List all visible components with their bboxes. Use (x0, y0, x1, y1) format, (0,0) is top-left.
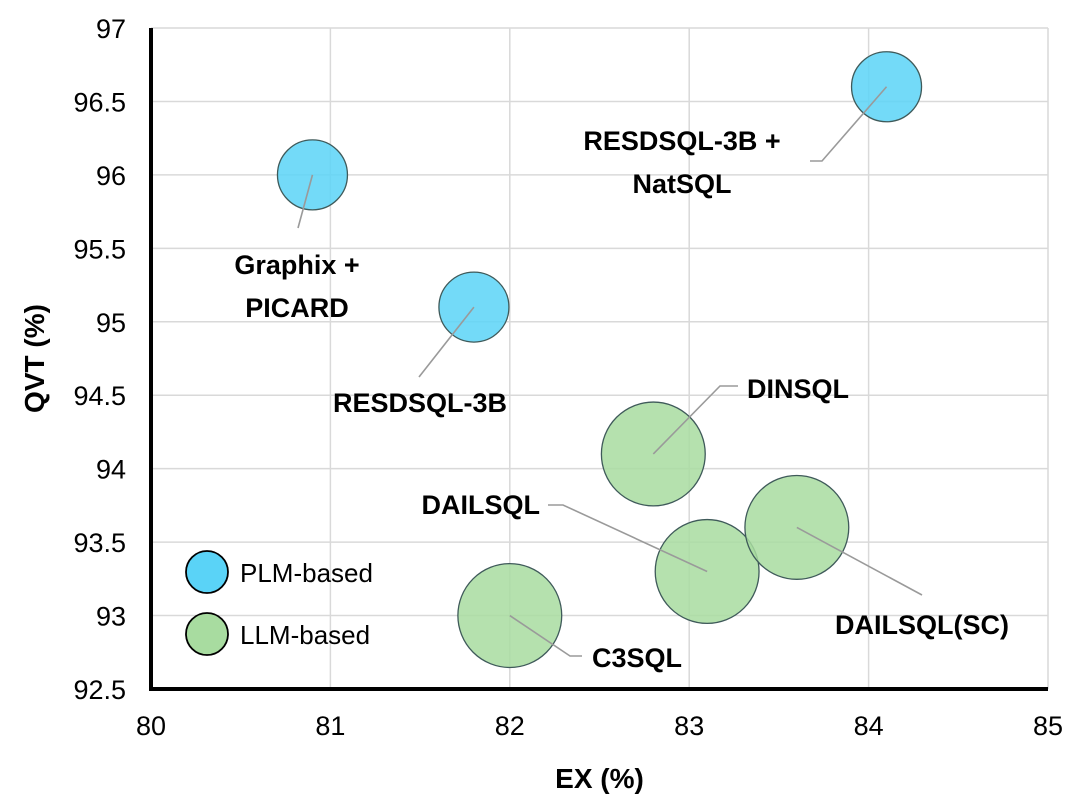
leader-line (297, 174, 314, 229)
x-tick-label: 82 (495, 711, 525, 741)
y-axis-title: QVT (%) (19, 304, 50, 413)
bubble-layer (276, 51, 923, 669)
point-label: C3SQL (592, 643, 682, 673)
legend-label: PLM-based (240, 558, 373, 588)
y-tick-label: 96 (96, 161, 126, 191)
point-label: RESDSQL-3B (333, 388, 507, 418)
y-tick-label: 92.5 (73, 675, 126, 705)
grid-lines (150, 27, 1049, 690)
x-tick-label: 85 (1033, 711, 1063, 741)
legend: PLM-based LLM-based (185, 550, 373, 656)
x-axis-title: EX (%) (555, 763, 644, 794)
y-tick-label: 96.5 (73, 87, 126, 117)
y-tick-label: 95.5 (73, 234, 126, 264)
axes (149, 28, 1048, 691)
y-tick-label: 95 (96, 308, 126, 338)
point-label: Graphix + (234, 250, 359, 280)
y-tick-label: 93 (96, 602, 126, 632)
point-label: PICARD (245, 293, 349, 323)
leader-line (810, 86, 888, 162)
point-label: DAILSQL (422, 490, 541, 520)
leader-line (548, 504, 708, 573)
point-label: RESDSQL-3B + (583, 126, 780, 156)
y-tick-label: 97 (96, 14, 126, 44)
annotation-labels: Graphix + PICARD RESDSQL-3B RESDSQL-3B + Nat… (234, 126, 1009, 673)
x-tick-label: 80 (136, 711, 166, 741)
point-label: NatSQL (632, 169, 731, 199)
x-tick-label: 84 (854, 711, 884, 741)
legend-label: LLM-based (240, 620, 370, 650)
leader-line (418, 306, 475, 378)
tick-labels: 80 81 82 83 84 85 92.5 93 93.5 94 94.5 95 95.5 96 96.5… (73, 14, 1063, 741)
y-tick-label: 94 (96, 455, 126, 485)
y-tick-label: 94.5 (73, 381, 126, 411)
x-tick-label: 83 (674, 711, 704, 741)
leader-line (652, 385, 738, 455)
point-label: DAILSQL(SC) (835, 610, 1009, 640)
legend-marker (185, 550, 229, 594)
x-tick-label: 81 (315, 711, 345, 741)
leader-line (509, 614, 582, 657)
y-tick-label: 93.5 (73, 528, 126, 558)
legend-marker (185, 612, 229, 656)
leader-lines (297, 86, 923, 657)
leader-line (796, 526, 923, 596)
point-label: DINSQL (747, 374, 849, 404)
